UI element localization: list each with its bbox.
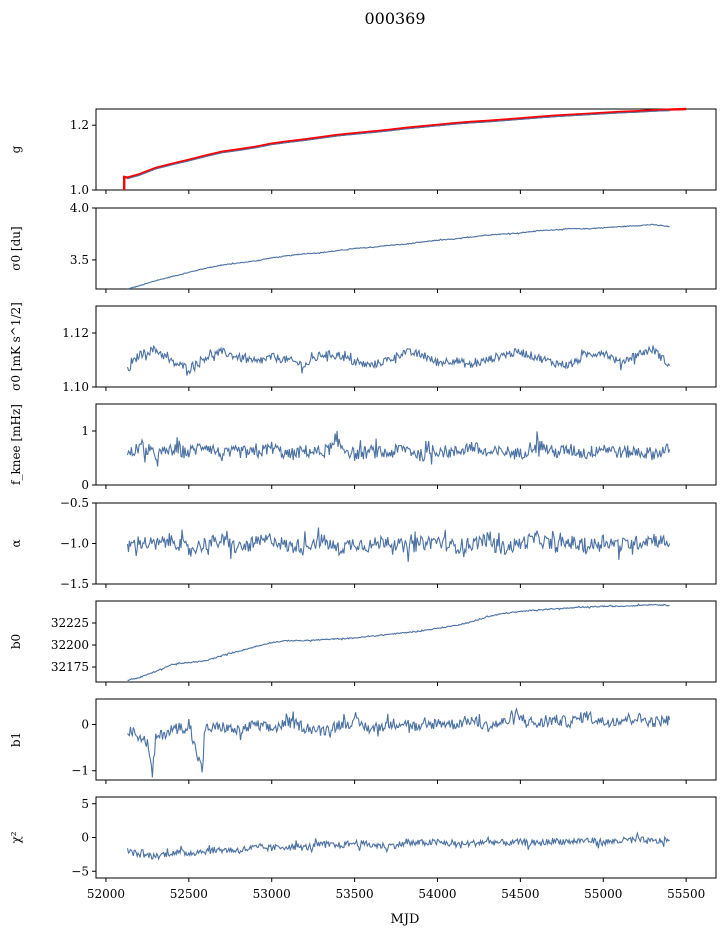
y-tick-label: −1.0 [60, 537, 89, 551]
y-tick-label: 3.5 [70, 253, 89, 267]
series-line [126, 527, 671, 562]
y-tick-label: 32225 [51, 616, 89, 630]
series-line [126, 344, 671, 376]
x-tick-label: 53500 [336, 887, 374, 901]
y-tick-label: 4.0 [70, 201, 89, 215]
figure-title: 000369 [364, 9, 425, 28]
x-tick-label: 52500 [170, 887, 208, 901]
y-axis-label: b1 [9, 732, 23, 747]
y-axis-label: α [9, 539, 23, 547]
series-line [126, 831, 670, 861]
y-tick-label: 0 [81, 831, 89, 845]
panel-frame [95, 305, 717, 388]
x-tick-label: 55500 [667, 887, 705, 901]
y-tick-label: −5 [71, 864, 89, 878]
y-tick-label: 0 [81, 717, 89, 731]
y-axis-label: χ² [9, 831, 23, 843]
panel-frame [95, 403, 717, 486]
panel-frame [95, 600, 717, 683]
series-line [127, 603, 670, 681]
y-tick-label: 32175 [51, 660, 89, 674]
y-tick-label: 1.0 [70, 183, 89, 197]
panel-frame [95, 207, 717, 290]
y-axis-label: σ0 [mK s^1/2] [9, 302, 23, 391]
panel-6: 32175 32200 32225 b0 [9, 600, 717, 686]
y-tick-label: −1.5 [60, 577, 89, 591]
y-tick-label: −0.5 [60, 496, 89, 510]
panel-7: −1 0 b1 [9, 698, 717, 784]
y-tick-label: 1.10 [62, 380, 89, 394]
panel-1: 1.0 1.2 g [9, 107, 717, 197]
panel-2: 3.5 4.0 σ0 [du] [9, 201, 717, 293]
panel-frame [95, 698, 717, 781]
y-tick-label: −1 [71, 764, 89, 778]
y-axis-label: σ0 [du] [9, 226, 23, 270]
x-tick-label: 54500 [501, 887, 539, 901]
x-axis-label: MJD [391, 912, 420, 927]
panel-8: −5 0 5 χ² [9, 796, 717, 882]
series-line [126, 430, 671, 467]
panel-frame [95, 796, 717, 879]
x-axis: 52000 52500 53000 53500 54000 54500 55000 55500 [87, 887, 705, 901]
x-tick-label: 55000 [584, 887, 622, 901]
y-tick-label: 1.12 [62, 326, 89, 340]
panel-3: 1.10 1.12 σ0 [mK s^1/2] [9, 302, 717, 394]
series-line-front [127, 110, 670, 180]
y-tick-label: 1.2 [70, 118, 89, 132]
panel-frame [95, 108, 717, 191]
overlay-line [122, 107, 687, 190]
y-axis-label: g [9, 145, 23, 153]
y-tick-label: 32200 [51, 638, 89, 652]
y-axis-label: f_knee [mHz] [9, 404, 23, 485]
x-tick-label: 54000 [418, 887, 456, 901]
series-line [127, 223, 670, 290]
y-tick-label: 5 [81, 797, 89, 811]
y-tick-label: 1 [81, 424, 89, 438]
x-tick-label: 53000 [253, 887, 291, 901]
panel-5: −1.5 −1.0 −0.5 α [9, 496, 717, 591]
series-line [127, 110, 670, 180]
series-line [127, 707, 671, 778]
panel-4: 0 1 f_knee [mHz] [9, 403, 717, 492]
y-tick-label: 0 [81, 478, 89, 492]
y-axis-label: b0 [9, 634, 23, 649]
x-tick-label: 52000 [87, 887, 125, 901]
panels: 1.0 1.2 g 3.5 4.0 σ0 [du] 1.10 1.12 σ0 [mK s^1/2… [9, 107, 717, 882]
